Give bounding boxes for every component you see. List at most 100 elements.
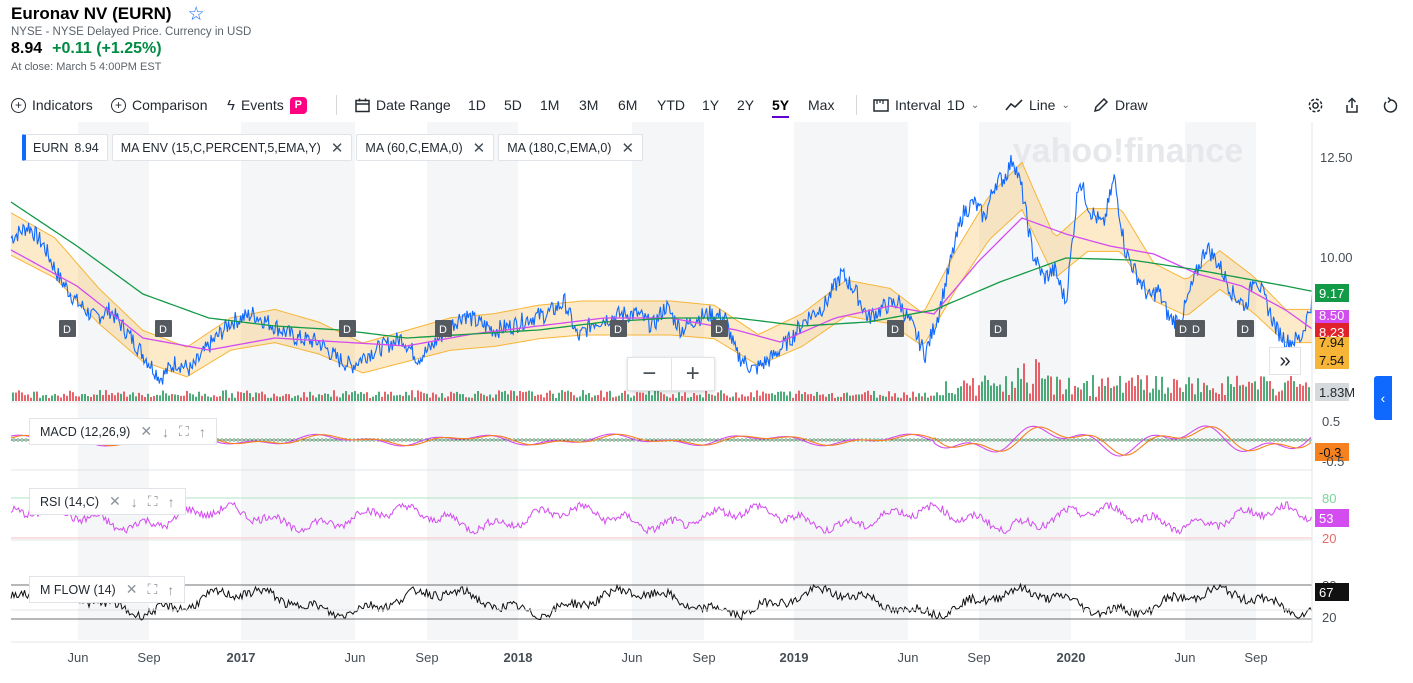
volume-bar bbox=[1044, 378, 1046, 401]
volume-bar bbox=[879, 394, 881, 401]
arrow-up-icon[interactable]: ↑ bbox=[198, 423, 206, 440]
arrow-down-icon[interactable]: ↓ bbox=[162, 423, 170, 440]
zoom-out-button[interactable]: − bbox=[642, 360, 657, 387]
volume-bar bbox=[321, 395, 323, 401]
range-1m[interactable]: 1M bbox=[540, 97, 560, 113]
settings-button[interactable] bbox=[1307, 97, 1324, 114]
rsi-study-label[interactable]: RSI (14,C) ✕ ↓ ⛶ ↑ bbox=[29, 488, 186, 515]
volume-bar bbox=[699, 394, 701, 401]
study-chip-ma-env[interactable]: MA ENV (15,C,PERCENT,5,EMA,Y) ✕ bbox=[111, 134, 353, 161]
ma60-value-tag: 8.50 bbox=[1319, 308, 1344, 323]
close-icon[interactable]: ✕ bbox=[621, 139, 635, 157]
macd-histogram-bar bbox=[545, 438, 547, 442]
volume-bar bbox=[348, 394, 350, 401]
volume-bar bbox=[1083, 383, 1085, 401]
volume-bar bbox=[441, 393, 443, 401]
macd-histogram-bar bbox=[1229, 438, 1231, 442]
volume-bar bbox=[96, 394, 98, 401]
expand-icon[interactable]: ⛶ bbox=[147, 581, 158, 597]
macd-histogram-bar bbox=[933, 438, 935, 442]
dividend-marker-box bbox=[155, 320, 172, 337]
volume-bar bbox=[282, 395, 284, 401]
macd-histogram-bar bbox=[465, 438, 467, 442]
scroll-to-latest-button[interactable]: » bbox=[1269, 347, 1301, 375]
range-2y[interactable]: 2Y bbox=[737, 97, 755, 113]
arrow-up-icon[interactable]: ↑ bbox=[167, 493, 175, 510]
exchange-info: NYSE - NYSE Delayed Price. Currency in U… bbox=[11, 26, 252, 38]
volume-bar bbox=[864, 392, 866, 401]
interval-dropdown[interactable]: Interval 1D ⌄ bbox=[873, 97, 979, 113]
macd-histogram-bar bbox=[737, 438, 739, 442]
x-axis-label: Sep bbox=[415, 650, 438, 665]
volume-bar bbox=[738, 397, 740, 401]
close-icon[interactable]: ✕ bbox=[330, 139, 344, 157]
study-chip-ma180[interactable]: MA (180,C,EMA,0) ✕ bbox=[498, 134, 644, 161]
volume-bar bbox=[354, 391, 356, 401]
macd-histogram-bar bbox=[1289, 438, 1291, 442]
volume-bar bbox=[567, 390, 569, 401]
close-icon[interactable]: ✕ bbox=[125, 581, 138, 597]
watchlist-star-icon[interactable]: ☆ bbox=[187, 3, 205, 25]
volume-bar bbox=[465, 397, 467, 401]
close-icon[interactable]: ✕ bbox=[472, 139, 486, 157]
volume-bar bbox=[87, 396, 89, 401]
indicators-button[interactable]: + Indicators bbox=[11, 97, 93, 113]
gear-icon bbox=[1308, 98, 1323, 112]
zoom-in-button[interactable]: + bbox=[670, 358, 715, 390]
close-icon[interactable]: ✕ bbox=[109, 493, 121, 509]
macd-histogram-bar bbox=[1237, 438, 1239, 442]
date-range-button[interactable]: Date Range bbox=[355, 97, 451, 113]
macd-histogram-bar bbox=[1305, 438, 1307, 442]
macd-histogram-bar bbox=[741, 438, 743, 442]
events-button[interactable]: ϟ Events P bbox=[227, 96, 307, 114]
macd-histogram-bar bbox=[1285, 438, 1287, 442]
range-5d[interactable]: 5D bbox=[504, 97, 522, 113]
macd-histogram-bar bbox=[1073, 438, 1075, 442]
range-max[interactable]: Max bbox=[808, 97, 835, 113]
macd-histogram-bar bbox=[1197, 438, 1199, 442]
mflow-study-label[interactable]: M FLOW (14) ✕ ⛶ ↑ bbox=[29, 576, 186, 603]
comparison-button[interactable]: + Comparison bbox=[111, 97, 207, 113]
volume-bar bbox=[471, 397, 473, 401]
volume-bar bbox=[1116, 385, 1118, 401]
volume-bar bbox=[429, 397, 431, 401]
chart-type-dropdown[interactable]: Line ⌄ bbox=[1005, 97, 1070, 113]
x-axis-label: Sep bbox=[692, 650, 715, 665]
mflow-panel bbox=[10, 582, 1312, 621]
macd-histogram-bar bbox=[709, 438, 711, 442]
volume-bar bbox=[912, 391, 914, 401]
range-1d[interactable]: 1D bbox=[468, 97, 486, 113]
side-panel-toggle[interactable]: ‹ bbox=[1374, 376, 1392, 420]
range-3m[interactable]: 3M bbox=[579, 97, 599, 113]
draw-button[interactable]: Draw bbox=[1093, 97, 1148, 113]
volume-bar bbox=[129, 394, 131, 401]
range-6m[interactable]: 6M bbox=[618, 97, 638, 113]
volume-value-tag-box bbox=[1315, 383, 1349, 401]
volume-bar bbox=[1257, 389, 1259, 401]
volume-bar bbox=[549, 390, 551, 401]
expand-icon[interactable]: ⛶ bbox=[147, 493, 158, 509]
macd-histogram-bar bbox=[553, 438, 555, 442]
study-chip-ma60[interactable]: MA (60,C,EMA,0) ✕ bbox=[356, 134, 495, 161]
close-icon[interactable]: ✕ bbox=[140, 423, 153, 439]
macd-histogram-bar bbox=[745, 438, 747, 442]
dividend-marker: D bbox=[990, 320, 1007, 337]
range-ytd[interactable]: YTD bbox=[657, 97, 685, 113]
arrow-up-icon[interactable]: ↑ bbox=[167, 581, 175, 598]
range-1y[interactable]: 1Y bbox=[702, 97, 720, 113]
volume-bar bbox=[900, 397, 902, 401]
arrow-down-icon[interactable]: ↓ bbox=[130, 493, 138, 510]
expand-icon[interactable]: ⛶ bbox=[179, 423, 189, 439]
volume-bar bbox=[858, 394, 860, 401]
volume-bar bbox=[90, 396, 92, 401]
share-button[interactable] bbox=[1344, 96, 1360, 114]
reset-button[interactable] bbox=[1382, 96, 1398, 114]
volume-bar bbox=[1146, 375, 1148, 401]
symbol-chip[interactable]: EURN 8.94 bbox=[22, 134, 108, 161]
volume-bar bbox=[1272, 388, 1274, 401]
volume-bar bbox=[528, 390, 530, 401]
range-5y[interactable]: 5Y bbox=[772, 97, 790, 118]
volume-bar bbox=[798, 390, 800, 401]
macd-study-label[interactable]: MACD (12,26,9) ✕ ↓ ⛶ ↑ bbox=[29, 418, 217, 445]
